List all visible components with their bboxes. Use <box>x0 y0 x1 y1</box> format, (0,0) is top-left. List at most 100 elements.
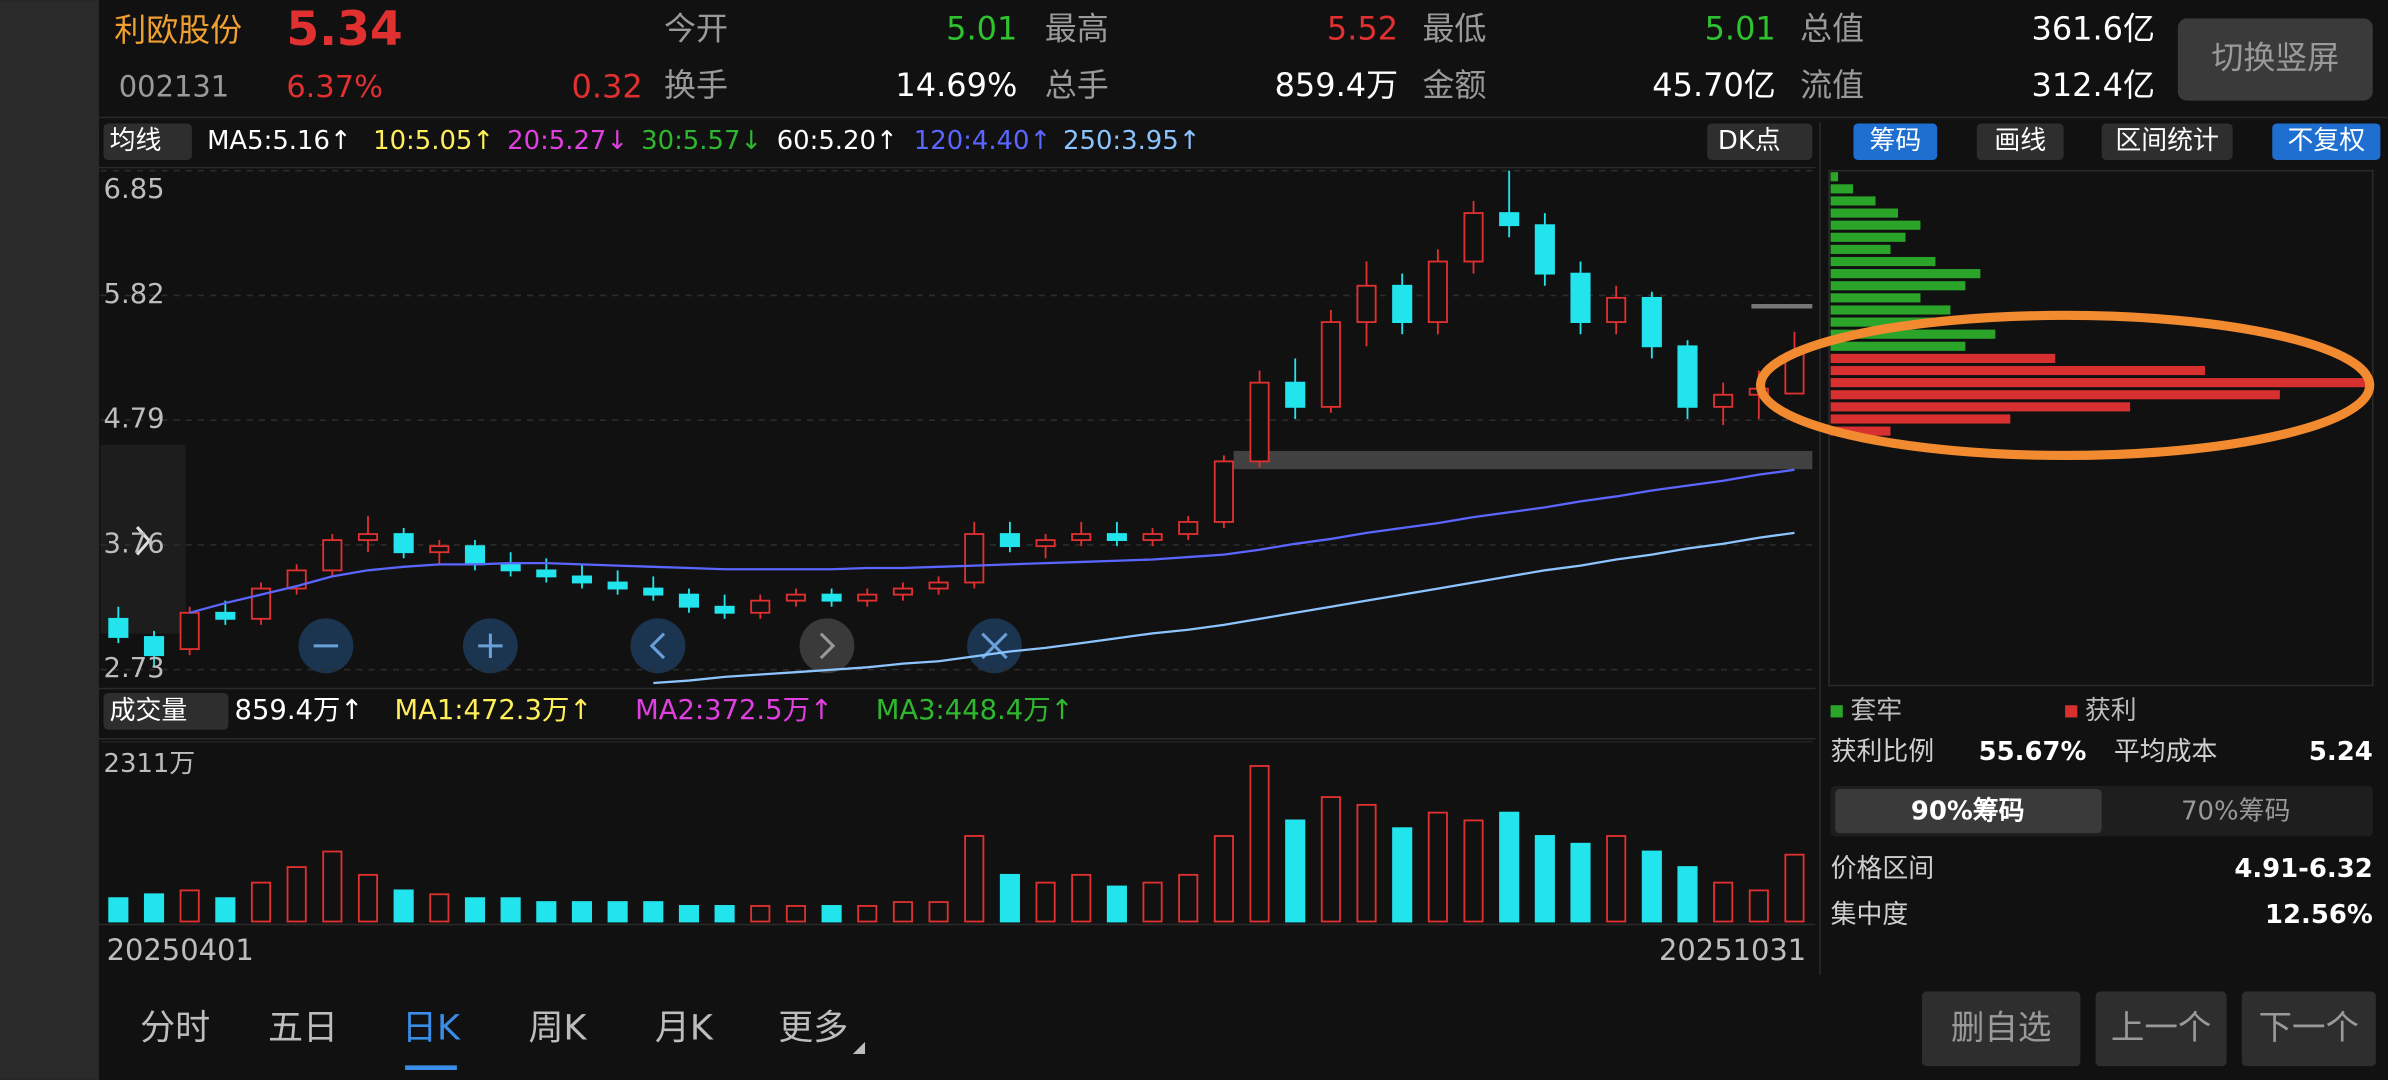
tool-button[interactable] <box>2272 123 2381 161</box>
chip-bar <box>1830 172 1839 182</box>
stat-value: 5.01 <box>1705 10 1776 48</box>
chip-tab-label[interactable]: 70%筹码 <box>2181 796 2290 826</box>
volume-bar <box>1748 889 1769 923</box>
period-tab[interactable]: 分时 <box>140 1008 210 1049</box>
candle-body <box>1499 212 1520 227</box>
candle-body <box>1106 533 1127 542</box>
chip-bar <box>1830 378 2370 388</box>
side-strip <box>0 0 99 1080</box>
candle-body <box>1713 393 1734 408</box>
period-tab[interactable]: 日K <box>402 1008 461 1049</box>
volume-bar <box>928 901 949 923</box>
volume-bar <box>1784 853 1805 923</box>
ma-legend-item: 10:5.05↑ <box>373 126 494 156</box>
volume-bar <box>286 866 307 923</box>
scroll-right[interactable] <box>799 618 855 674</box>
rotate-button[interactable] <box>2177 18 2373 101</box>
dk-button[interactable] <box>1707 123 1813 161</box>
ma-legend-item: 30:5.57↓ <box>641 126 762 156</box>
action-label[interactable]: 下一个 <box>2259 1008 2360 1047</box>
candle-body <box>1249 381 1270 463</box>
volume-legend-item: MA1:472.3万↑ <box>394 695 592 726</box>
volume-bar <box>1320 796 1341 923</box>
volume-bar <box>964 835 985 923</box>
ma-selector-label: 均线 <box>110 126 162 156</box>
candle-body <box>1035 539 1056 548</box>
chip-bar <box>1830 184 1854 194</box>
candle-body <box>215 611 236 620</box>
chip-bar <box>1830 256 1936 267</box>
period-tab[interactable]: 更多 <box>778 1008 848 1049</box>
chip-stat-label: 价格区间 <box>1831 854 1935 884</box>
period-tab[interactable]: 五日 <box>268 1008 338 1049</box>
chip-bar <box>1830 305 1951 315</box>
volume-legend-item: MA2:372.5万↑ <box>635 695 833 726</box>
volume-legend-item: 859.4万↑ <box>235 695 364 726</box>
tool-button[interactable] <box>2101 123 2233 161</box>
candle-body <box>429 545 450 554</box>
scroll-left[interactable] <box>630 618 686 674</box>
action-button[interactable] <box>2095 991 2227 1067</box>
tool-button[interactable] <box>1976 123 2064 161</box>
stat-label: 最高 <box>1045 10 1109 48</box>
chip-bar <box>1830 402 2131 412</box>
stock-code: 002131 <box>119 69 229 103</box>
period-tab[interactable]: 月K <box>655 1008 714 1049</box>
action-button[interactable] <box>1921 991 2081 1067</box>
volume-bar <box>1285 819 1306 923</box>
last-price: 5.34 <box>286 2 402 57</box>
y-tick-label: 2311万 <box>104 749 196 779</box>
volume-bar <box>179 889 200 923</box>
tool-label: 画线 <box>1994 126 2046 156</box>
volume-bar <box>143 893 165 923</box>
candle-body <box>1392 284 1413 323</box>
stat-value: 45.70亿 <box>1652 66 1776 104</box>
period-tab[interactable]: 周K <box>528 1008 587 1049</box>
candle-body <box>108 617 129 638</box>
volume-bar <box>1534 835 1555 923</box>
chip-tab-label[interactable]: 90%筹码 <box>1911 795 2025 826</box>
y-tick-label: 5.82 <box>104 279 165 310</box>
chip-bar <box>1830 220 1921 230</box>
x-tick-label: 20251031 <box>1659 933 1806 967</box>
candle-body <box>1071 533 1092 542</box>
volume-bar <box>643 901 664 923</box>
chip-tab-selected[interactable] <box>1835 789 2102 834</box>
legend-swatch <box>2065 705 2078 718</box>
volume-selector[interactable] <box>103 693 229 730</box>
volume-bar <box>714 905 735 923</box>
volume-bar <box>1356 803 1377 923</box>
volume-bar <box>322 850 343 923</box>
tool-label: 筹码 <box>1869 126 1921 156</box>
candle-body <box>179 611 200 651</box>
chip-bar <box>1830 341 1966 351</box>
rotate-button-label[interactable]: 切换竖屏 <box>2211 39 2339 77</box>
ma-legend-item: MA5:5.16↑ <box>207 126 351 156</box>
candle-body <box>1285 381 1306 408</box>
action-label[interactable]: 上一个 <box>2111 1008 2212 1047</box>
icon <box>819 632 836 660</box>
tool-button[interactable] <box>1853 123 1938 161</box>
chip-bar <box>1830 365 2205 376</box>
chip-stat-value: 12.56% <box>2265 900 2373 930</box>
volume-bar <box>1641 850 1662 923</box>
stat-label: 流值 <box>1800 66 1864 104</box>
chip-stat-label: 集中度 <box>1831 900 1909 930</box>
action-button[interactable] <box>2241 991 2376 1067</box>
candle-body <box>357 533 379 542</box>
action-label[interactable]: 删自选 <box>1951 1008 2052 1047</box>
volume-bar <box>1570 842 1591 923</box>
x-tick-label: 20250401 <box>107 933 254 967</box>
chip-bar <box>1830 269 1981 279</box>
drawer-handle[interactable] <box>100 444 186 634</box>
candle-body <box>928 581 949 590</box>
stat-label: 总值 <box>1800 10 1864 48</box>
volume-bar <box>1392 827 1413 923</box>
candle-body <box>607 581 628 590</box>
candle-body <box>643 587 664 596</box>
candle-body <box>1534 224 1555 275</box>
volume-bar <box>785 905 806 923</box>
legend-label: 套牢 <box>1850 696 1902 726</box>
ma-selector[interactable] <box>103 123 192 161</box>
